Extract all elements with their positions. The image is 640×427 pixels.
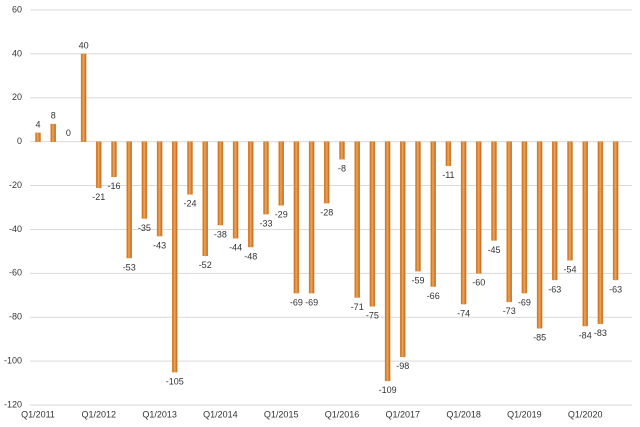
bar xyxy=(400,141,406,357)
y-tick-label: 20 xyxy=(12,92,22,102)
data-label: -74 xyxy=(457,308,470,318)
data-label: -24 xyxy=(183,199,196,209)
data-label: -28 xyxy=(320,207,333,217)
data-label: 40 xyxy=(79,40,89,50)
data-label: -52 xyxy=(199,260,212,270)
y-tick-label: -120 xyxy=(4,399,22,409)
data-label: 4 xyxy=(35,119,40,129)
x-tick-label: Q1/2015 xyxy=(264,409,299,419)
bar xyxy=(491,141,497,241)
data-label: -60 xyxy=(472,278,485,288)
data-label: -69 xyxy=(305,297,318,307)
bar xyxy=(141,141,148,219)
data-label: -66 xyxy=(427,291,440,301)
bar xyxy=(308,141,315,294)
data-label: -33 xyxy=(259,218,272,228)
data-label: -21 xyxy=(92,192,105,202)
x-tick-label: Q1/2012 xyxy=(82,409,117,419)
bar xyxy=(324,141,330,204)
bar xyxy=(597,141,604,325)
bar xyxy=(80,53,87,142)
bar xyxy=(50,123,56,142)
data-label: -71 xyxy=(351,302,364,312)
bar xyxy=(172,141,178,373)
x-tick-label: Q1/2013 xyxy=(142,409,177,419)
bar xyxy=(445,141,452,167)
data-label: -53 xyxy=(123,262,136,272)
data-label: -84 xyxy=(579,330,592,340)
bar xyxy=(156,141,163,237)
data-label: -38 xyxy=(214,229,227,239)
y-tick-label: -100 xyxy=(4,355,22,365)
bar xyxy=(567,141,573,261)
data-label: -45 xyxy=(487,245,500,255)
bar xyxy=(248,141,254,248)
bar xyxy=(202,141,208,257)
bar xyxy=(460,141,467,305)
bar xyxy=(430,141,436,287)
data-label: -75 xyxy=(366,311,379,321)
bar xyxy=(476,141,482,274)
bar xyxy=(369,141,376,307)
data-label: -63 xyxy=(548,284,561,294)
bar xyxy=(521,141,528,294)
bar xyxy=(217,141,224,226)
data-label: -35 xyxy=(138,223,151,233)
bar xyxy=(582,141,588,327)
bar xyxy=(339,141,345,160)
bar xyxy=(263,141,269,215)
y-tick-label: -40 xyxy=(9,224,22,234)
x-tick-label: Q1/2019 xyxy=(507,409,542,419)
data-label: -85 xyxy=(533,333,546,343)
x-tick-label: Q1/2011 xyxy=(21,409,55,419)
data-label: -43 xyxy=(153,240,166,250)
y-tick-label: -60 xyxy=(9,268,22,278)
x-tick-label: Q1/2014 xyxy=(203,409,238,419)
data-label: -69 xyxy=(518,297,531,307)
bar xyxy=(96,141,102,189)
bar xyxy=(293,141,300,294)
bar xyxy=(111,141,117,178)
data-label: -44 xyxy=(229,243,242,253)
y-tick-label: -80 xyxy=(9,312,22,322)
x-tick-label: Q1/2017 xyxy=(386,409,421,419)
bar xyxy=(187,141,193,195)
data-label: -83 xyxy=(594,328,607,338)
data-label: -59 xyxy=(411,276,424,286)
y-tick-label: -20 xyxy=(9,180,22,190)
data-label: -63 xyxy=(609,284,622,294)
bar xyxy=(552,141,558,281)
data-label: -8 xyxy=(338,164,346,174)
data-label: -54 xyxy=(563,265,576,275)
data-label: -109 xyxy=(379,385,397,395)
y-tick-label: 0 xyxy=(17,136,22,146)
bar xyxy=(536,141,543,329)
bar xyxy=(354,141,360,298)
y-tick-label: 60 xyxy=(12,4,22,14)
data-label: -29 xyxy=(275,210,288,220)
bar xyxy=(126,141,132,259)
data-label: -105 xyxy=(166,376,184,386)
data-label: -11 xyxy=(442,170,454,180)
bar xyxy=(415,141,421,272)
bar xyxy=(35,132,41,142)
data-label: -48 xyxy=(244,251,257,261)
data-label: 0 xyxy=(66,128,71,138)
data-label: 8 xyxy=(51,110,56,120)
x-tick-label: Q1/2016 xyxy=(325,409,360,419)
y-tick-label: 40 xyxy=(12,48,22,58)
data-label: -73 xyxy=(503,306,516,316)
bar xyxy=(612,141,619,281)
bar xyxy=(384,141,391,382)
data-label: -69 xyxy=(290,297,303,307)
data-label: -98 xyxy=(396,361,409,371)
bar xyxy=(232,141,239,239)
x-tick-label: Q1/2018 xyxy=(446,409,481,419)
data-label: -16 xyxy=(107,181,120,191)
bar xyxy=(278,141,284,206)
bar xyxy=(506,141,512,303)
x-tick-label: Q1/2020 xyxy=(568,409,603,419)
